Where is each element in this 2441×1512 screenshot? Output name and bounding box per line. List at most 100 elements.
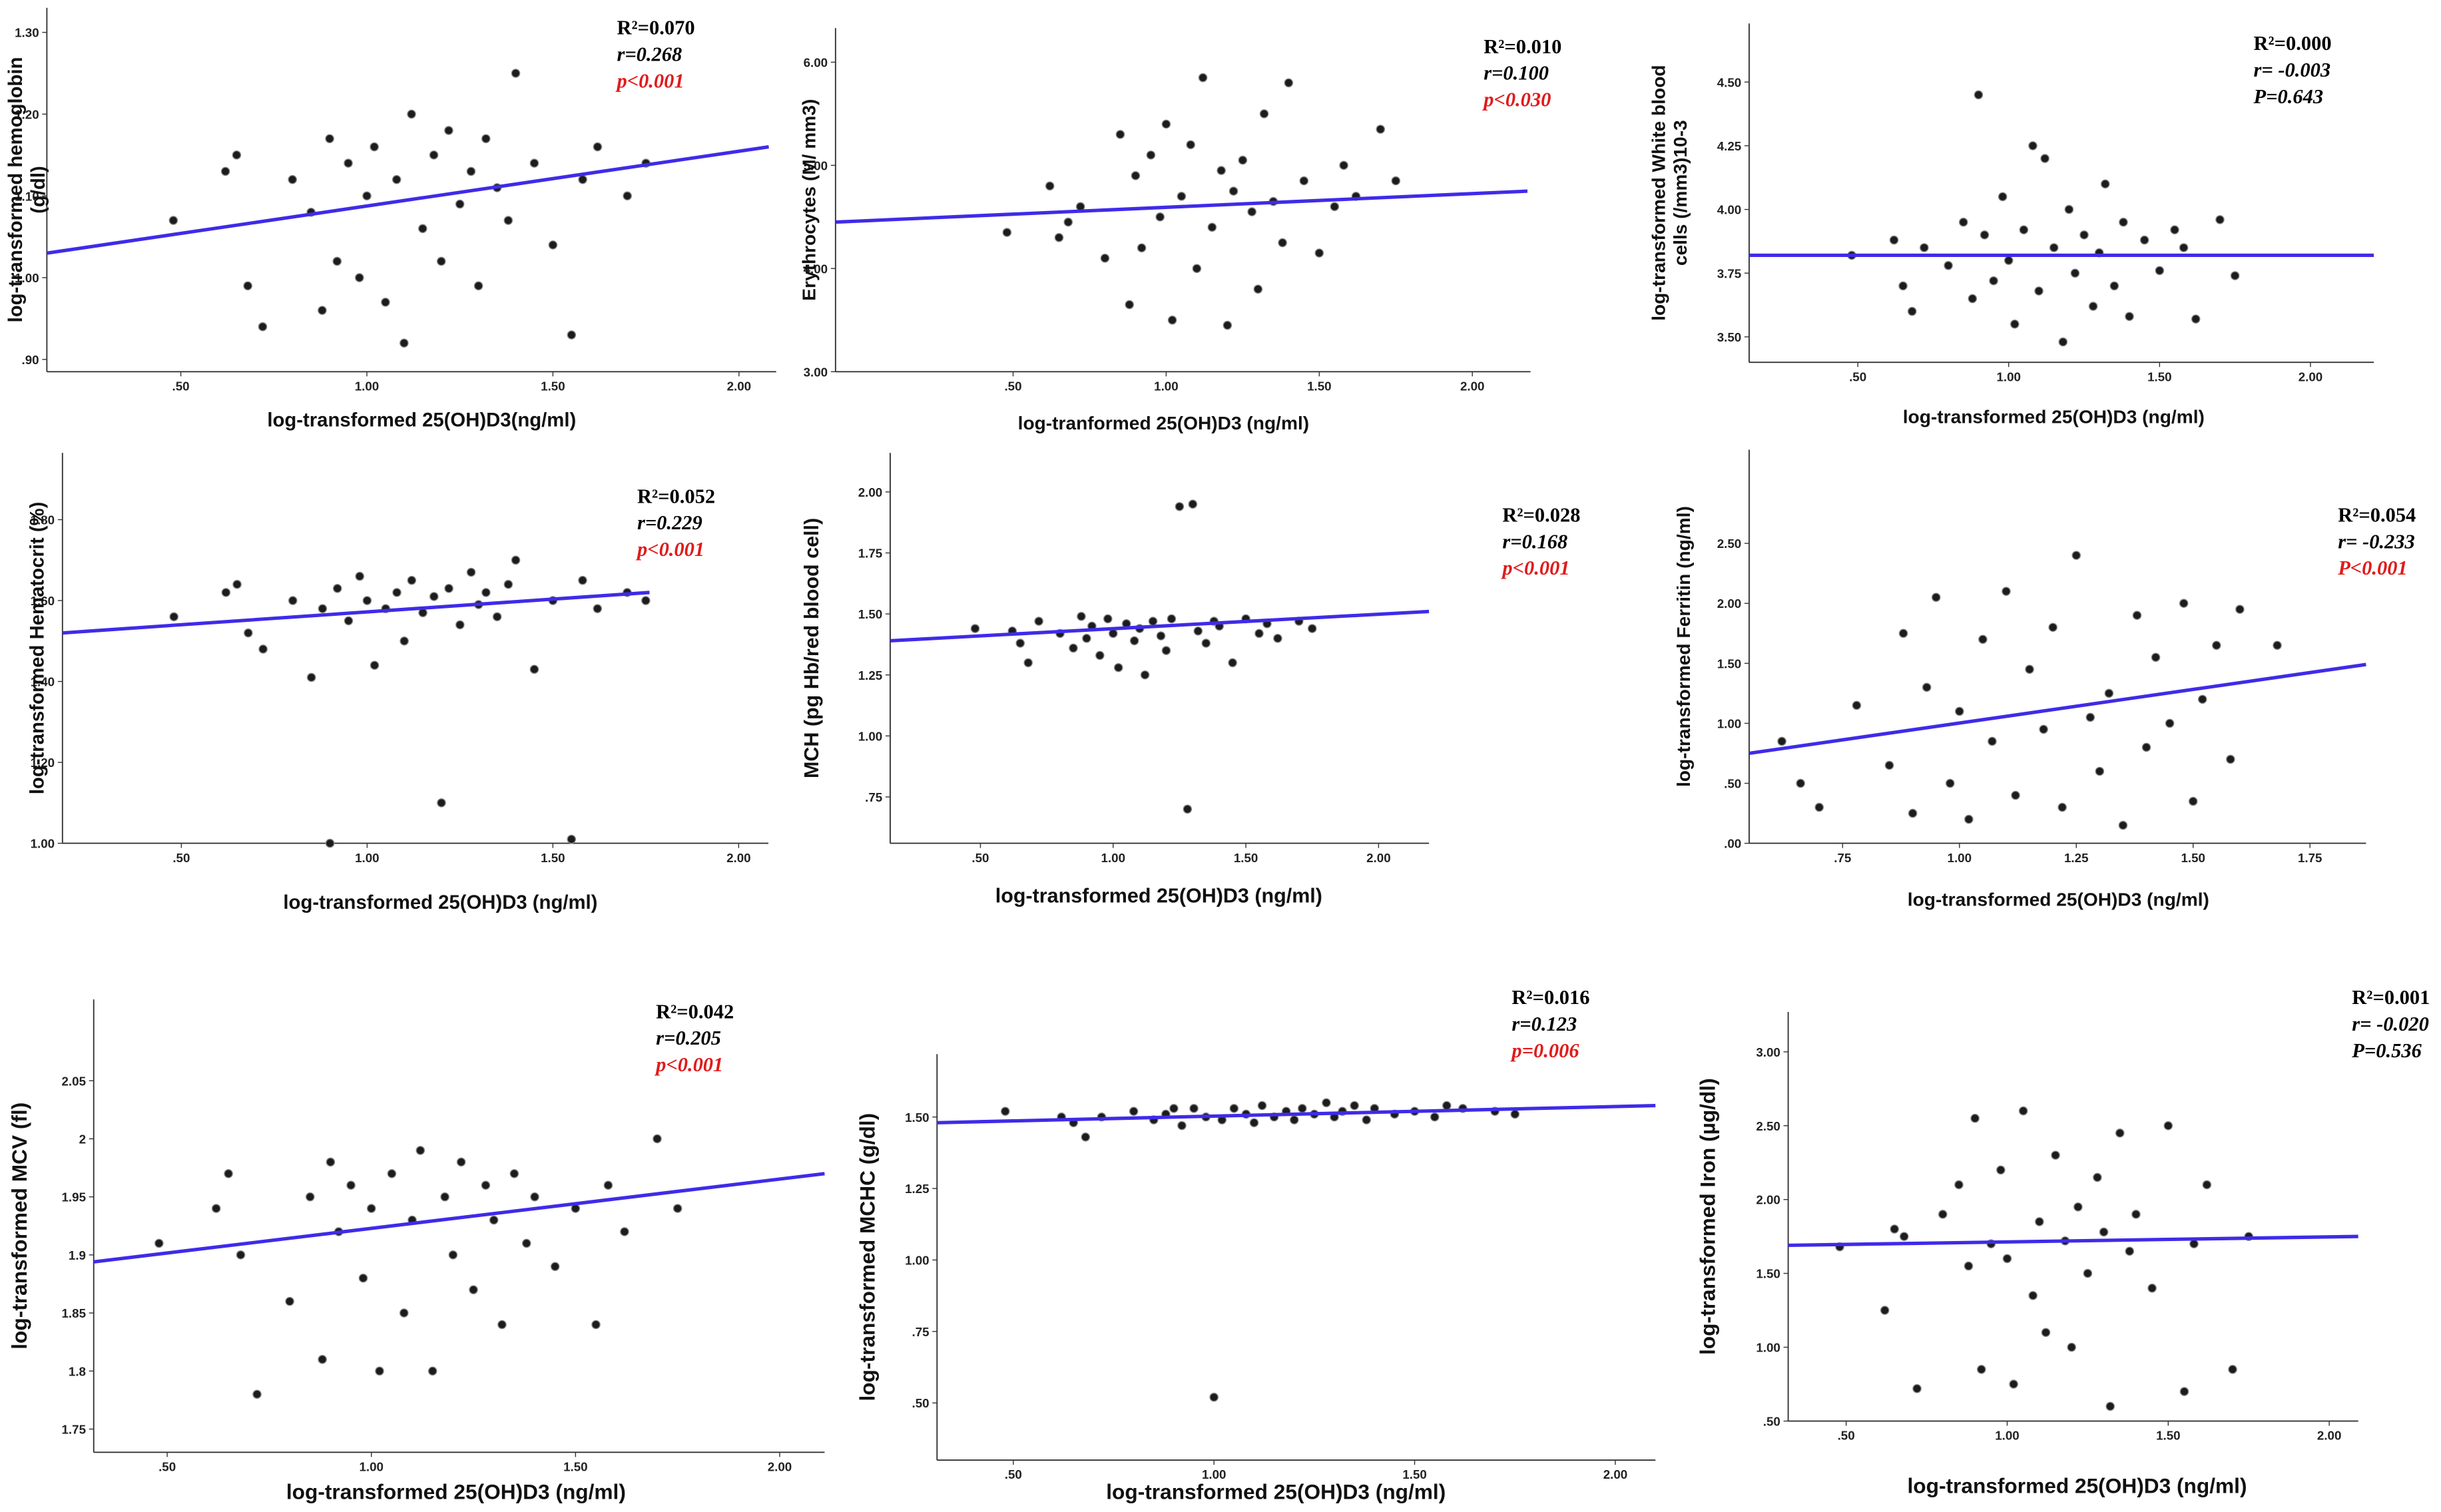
x-tick-label: 1.50 bbox=[2156, 1429, 2181, 1443]
point bbox=[2071, 551, 2081, 560]
point bbox=[2151, 652, 2161, 662]
y-tick-label: 2 bbox=[79, 1132, 86, 1146]
point bbox=[2212, 640, 2221, 650]
point bbox=[511, 69, 521, 78]
point bbox=[2088, 302, 2098, 311]
point bbox=[529, 158, 539, 168]
stat-annotation: P=0.536 bbox=[2351, 1039, 2422, 1062]
panel: .50 1.00 1.50 2.00 .90 1.00 1.10 1.20 1.30 log-tr… bbox=[5, 7, 776, 431]
point bbox=[2099, 1227, 2109, 1237]
point bbox=[325, 134, 334, 144]
stat-annotation: P=0.643 bbox=[2253, 85, 2324, 108]
point bbox=[436, 256, 446, 266]
y-tick-label: 1.50 bbox=[1756, 1267, 1780, 1281]
point bbox=[1222, 320, 1232, 330]
point bbox=[1852, 700, 1862, 710]
y-tick-label: 1.8 bbox=[69, 1364, 86, 1378]
panel: .50 1.00 1.50 2.00 3.50 3.75 4.00 4.25 4.50 log-t… bbox=[1648, 23, 2374, 427]
point bbox=[1314, 248, 1324, 258]
y-axis-label: cells (/mm3)10-3 bbox=[1670, 120, 1691, 266]
point bbox=[2163, 1121, 2173, 1131]
point bbox=[1510, 1109, 1520, 1119]
x-tick-label: 1.50 bbox=[541, 851, 565, 865]
point bbox=[2019, 225, 2029, 235]
y-tick-label: 1.00 bbox=[1717, 716, 1742, 730]
point bbox=[503, 579, 513, 589]
x-tick-label: 2.00 bbox=[2299, 370, 2323, 383]
x-tick-label: 1.50 bbox=[1307, 379, 1332, 393]
stat-annotation: p<0.001 bbox=[615, 69, 684, 92]
y-tick-label: 3.00 bbox=[804, 365, 828, 379]
point bbox=[1229, 1104, 1239, 1113]
point bbox=[1254, 629, 1264, 638]
point bbox=[1898, 629, 1908, 638]
point bbox=[392, 174, 402, 184]
point bbox=[653, 1134, 662, 1144]
point bbox=[1889, 235, 1899, 245]
stat-annotation: p<0.001 bbox=[635, 538, 704, 561]
point bbox=[1023, 658, 1033, 668]
fit-line bbox=[1749, 662, 2366, 756]
point bbox=[2048, 623, 2057, 632]
x-axis-label: log-transformed 25(OH)D3 (ng/ml) bbox=[283, 891, 597, 913]
point bbox=[332, 256, 342, 266]
point bbox=[521, 1238, 531, 1248]
point bbox=[362, 191, 372, 201]
stat-annotation: R²=0.001 bbox=[2352, 986, 2430, 1009]
point bbox=[2165, 718, 2175, 728]
point bbox=[305, 1192, 315, 1202]
point bbox=[1209, 1392, 1219, 1402]
point bbox=[2004, 256, 2014, 265]
point bbox=[1082, 633, 1091, 643]
point bbox=[1954, 706, 1964, 716]
y-tick-label: 1.20 bbox=[31, 756, 55, 770]
point bbox=[1954, 1180, 1964, 1190]
point bbox=[1899, 1232, 1909, 1241]
stat-annotation: p<0.001 bbox=[1500, 557, 1569, 579]
fit-line bbox=[835, 189, 1528, 224]
x-tick-label: .50 bbox=[172, 851, 190, 865]
point bbox=[2025, 664, 2034, 674]
point bbox=[1140, 670, 1150, 680]
point bbox=[354, 273, 364, 282]
y-axis-label: log-transformed White blood bbox=[1648, 65, 1669, 321]
point bbox=[2188, 796, 2198, 806]
point bbox=[2235, 605, 2245, 615]
y-tick-label: .90 bbox=[22, 353, 39, 367]
point bbox=[1978, 634, 1988, 644]
point bbox=[2109, 281, 2119, 291]
y-tick-label: .50 bbox=[1763, 1414, 1780, 1428]
point bbox=[1974, 90, 1984, 100]
y-axis-label: log-transformed Iron (µg/dl) bbox=[1695, 1078, 1719, 1355]
point bbox=[567, 834, 577, 844]
point bbox=[1108, 629, 1118, 638]
y-tick-label: 1.50 bbox=[905, 1111, 929, 1125]
point bbox=[1912, 1384, 1922, 1393]
point bbox=[236, 1250, 246, 1260]
point bbox=[2118, 820, 2128, 830]
point bbox=[2100, 179, 2110, 189]
point bbox=[1931, 593, 1941, 603]
y-tick-label: 1.00 bbox=[905, 1253, 929, 1267]
point bbox=[1322, 1098, 1331, 1108]
point bbox=[1131, 171, 1141, 180]
fit-line bbox=[62, 591, 650, 635]
point bbox=[2273, 640, 2282, 650]
y-axis-label: log-transformed hemoglobin bbox=[5, 57, 27, 323]
point bbox=[2226, 754, 2235, 764]
point bbox=[326, 1157, 336, 1167]
point bbox=[1988, 736, 1997, 746]
y-tick-label: 1.00 bbox=[15, 271, 39, 285]
point bbox=[2028, 1291, 2037, 1300]
point bbox=[2009, 1380, 2018, 1389]
point bbox=[1175, 502, 1185, 511]
point bbox=[1259, 109, 1269, 119]
point bbox=[1177, 1121, 1187, 1131]
point bbox=[1129, 636, 1139, 646]
point bbox=[1299, 176, 1309, 186]
point bbox=[2057, 802, 2067, 812]
stat-annotation: R²=0.052 bbox=[637, 485, 715, 507]
stat-annotation: r=0.123 bbox=[1511, 1013, 1577, 1035]
x-axis-label: log-transformed 25(OH)D3 (ng/ml) bbox=[1908, 889, 2209, 909]
x-tick-label: 1.50 bbox=[2147, 370, 2172, 383]
